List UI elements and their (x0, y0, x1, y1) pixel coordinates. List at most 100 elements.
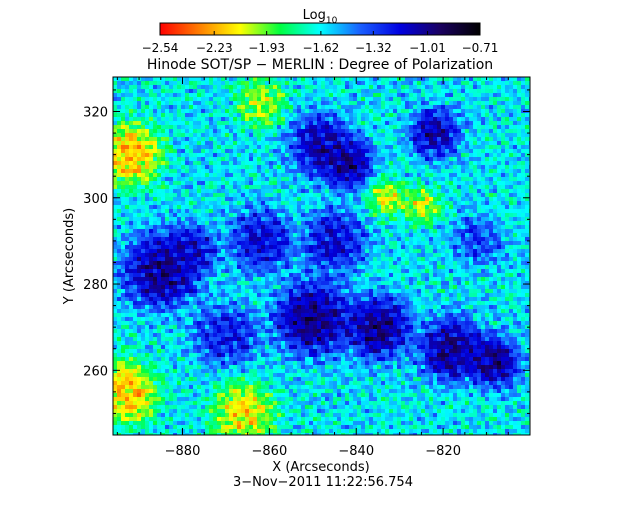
heatmap-cell (497, 209, 502, 214)
heatmap-cell (425, 105, 430, 110)
heatmap-cell (457, 261, 462, 266)
heatmap-cell (177, 209, 182, 214)
heatmap-cell (405, 257, 410, 262)
heatmap-cell (185, 165, 190, 170)
heatmap-cell (273, 193, 278, 198)
heatmap-cell (289, 113, 294, 118)
heatmap-cell (141, 229, 146, 234)
heatmap-cell (269, 89, 274, 94)
heatmap-cell (445, 249, 450, 254)
heatmap-cell (449, 205, 454, 210)
heatmap-cell (441, 105, 446, 110)
heatmap-cell (157, 185, 162, 190)
heatmap-cell (149, 89, 154, 94)
heatmap-cell (413, 149, 418, 154)
heatmap-cell (437, 141, 442, 146)
heatmap-cell (129, 125, 134, 130)
heatmap-cell (289, 105, 294, 110)
heatmap-cell (385, 153, 390, 158)
heatmap-cell (393, 161, 398, 166)
heatmap-cell (149, 261, 154, 266)
heatmap-cell (517, 77, 522, 82)
heatmap-cell (389, 225, 394, 230)
heatmap-cell (161, 117, 166, 122)
heatmap-cell (229, 257, 234, 262)
heatmap-cell (345, 213, 350, 218)
heatmap-cell (337, 157, 342, 162)
heatmap-cell (281, 213, 286, 218)
heatmap-cell (497, 161, 502, 166)
heatmap-cell (445, 97, 450, 102)
heatmap-cell (309, 97, 314, 102)
heatmap-cell (369, 105, 374, 110)
heatmap-cell (329, 229, 334, 234)
heatmap-cell (269, 261, 274, 266)
heatmap-cell (237, 221, 242, 226)
heatmap-cell (297, 225, 302, 230)
heatmap-cell (277, 165, 282, 170)
heatmap-cell (281, 237, 286, 242)
heatmap-cell (241, 237, 246, 242)
heatmap-cell (113, 261, 118, 266)
heatmap-cell (293, 97, 298, 102)
heatmap-cell (349, 161, 354, 166)
heatmap-cell (485, 201, 490, 206)
heatmap-cell (497, 245, 502, 250)
heatmap-cell (417, 133, 422, 138)
heatmap-cell (293, 193, 298, 198)
heatmap-cell (457, 161, 462, 166)
heatmap-cell (453, 181, 458, 186)
heatmap-cell (381, 205, 386, 210)
heatmap-cell (205, 165, 210, 170)
heatmap-cell (425, 181, 430, 186)
heatmap-cell (513, 209, 518, 214)
heatmap-cell (397, 113, 402, 118)
heatmap-cell (113, 257, 118, 262)
heatmap-cell (401, 113, 406, 118)
heatmap-cell (169, 229, 174, 234)
heatmap-cell (453, 241, 458, 246)
heatmap-cell (357, 89, 362, 94)
heatmap-cell (425, 173, 430, 178)
heatmap-cell (185, 193, 190, 198)
heatmap-cell (449, 145, 454, 150)
heatmap-cell (149, 157, 154, 162)
heatmap-cell (309, 169, 314, 174)
heatmap-cell (517, 81, 522, 86)
heatmap-cell (445, 93, 450, 98)
heatmap-cell (121, 193, 126, 198)
heatmap-cell (461, 177, 466, 182)
heatmap-cell (341, 93, 346, 98)
heatmap-cell (165, 173, 170, 178)
heatmap-cell (489, 189, 494, 194)
heatmap-cell (117, 177, 122, 182)
heatmap-cell (169, 261, 174, 266)
heatmap-cell (313, 193, 318, 198)
heatmap-cell (217, 137, 222, 142)
heatmap-cell (437, 185, 442, 190)
heatmap-cell (377, 81, 382, 86)
heatmap-cell (365, 193, 370, 198)
heatmap-cell (437, 81, 442, 86)
heatmap-cell (417, 261, 422, 266)
heatmap-cell (521, 121, 526, 126)
heatmap-cell (489, 177, 494, 182)
heatmap-cell (309, 201, 314, 206)
heatmap-cell (197, 189, 202, 194)
heatmap-cell (201, 169, 206, 174)
heatmap-cell (233, 77, 238, 82)
heatmap-cell (345, 221, 350, 226)
heatmap-cell (153, 105, 158, 110)
heatmap-cell (417, 241, 422, 246)
heatmap-cell (525, 225, 530, 230)
heatmap-cell (485, 205, 490, 210)
heatmap-cell (397, 245, 402, 250)
heatmap-cell (429, 257, 434, 262)
heatmap-cell (353, 221, 358, 226)
heatmap-cell (189, 177, 194, 182)
heatmap-cell (293, 249, 298, 254)
heatmap-cell (425, 229, 430, 234)
heatmap-cell (193, 225, 198, 230)
heatmap-cell (213, 117, 218, 122)
heatmap-cell (241, 101, 246, 106)
